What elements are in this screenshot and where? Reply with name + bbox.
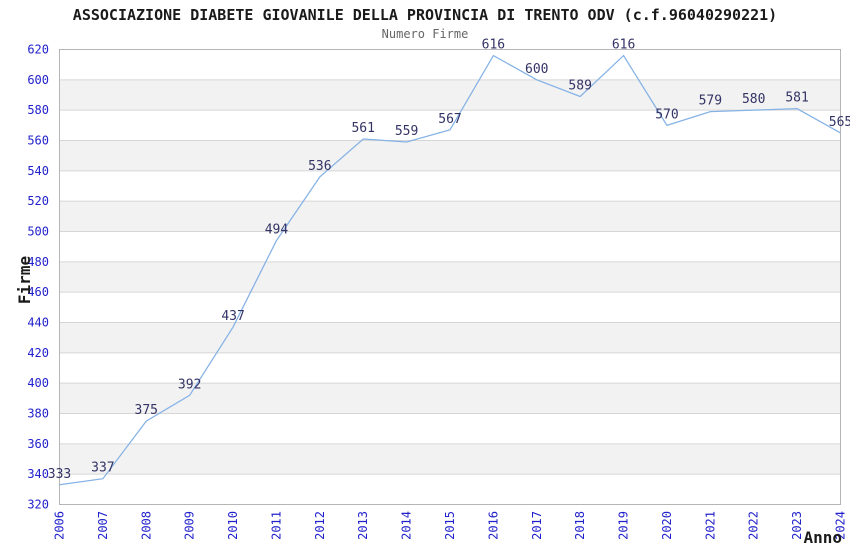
gridlines [59,79,841,475]
x-tick-label: 2023 [790,511,804,540]
data-label: 494 [265,223,289,238]
x-tick-label: 2006 [53,511,67,540]
x-tick-label: 2009 [183,511,197,540]
chart-subtitle: Numero Firme [381,27,469,41]
data-label: 375 [135,403,158,418]
x-tick-label: 2010 [226,511,240,540]
y-tick-label: 540 [27,164,49,178]
plot-bands [59,49,841,505]
chart-title: ASSOCIAZIONE DIABETE GIOVANILE DELLA PRO… [72,6,778,24]
data-label: 580 [742,92,765,107]
y-tick-label: 600 [27,73,49,87]
x-tick-label: 2017 [530,511,544,540]
x-tick-label: 2012 [313,511,327,540]
y-tick-label: 620 [27,43,49,57]
data-label: 616 [612,38,635,53]
plot-band [59,79,841,111]
series-layer [59,54,841,486]
y-tick-label: 380 [27,407,49,421]
data-labels: 333 337 375 392 437 494 536 561 559 567 616 600 589 6… [48,38,850,482]
x-tick-label: 2016 [486,511,500,540]
data-label: 392 [178,377,201,392]
plot-band [59,49,841,80]
plot-band [59,352,841,384]
y-tick-label: 480 [27,255,49,269]
data-label: 561 [351,121,374,136]
plot-band [59,292,841,323]
series-line [59,54,841,486]
x-tick-label: 2011 [269,511,283,540]
tick-labels: 320 340 360 380 400 420 440 460 480 500 520 540 560 5… [27,43,847,540]
x-tick-label: 2019 [617,511,631,540]
plot-band [59,140,841,171]
y-tick-label: 360 [27,437,49,451]
data-label: 565 [829,115,850,130]
data-label: 581 [785,91,808,106]
y-tick-label: 500 [27,225,49,239]
y-tick-label: 560 [27,134,49,148]
x-axis-title: Anno [803,528,842,547]
plot-band [59,110,841,141]
y-tick-label: 420 [27,346,49,360]
y-tick-label: 320 [27,498,49,512]
x-tick-label: 2013 [356,511,370,540]
x-tick-label: 2020 [660,511,674,540]
plot-band [59,261,841,293]
data-label: 616 [482,38,505,53]
data-label: 559 [395,124,418,139]
plot-frame [59,49,841,505]
data-label: 333 [48,467,71,482]
data-label: 600 [525,62,548,77]
x-tick-label: 2024 [834,511,848,540]
plot-band [59,413,841,444]
plot-border [59,49,841,505]
data-label: 437 [221,309,244,324]
x-tick-label: 2015 [443,511,457,540]
data-label: 579 [699,94,722,109]
x-tick-label: 2022 [747,511,761,540]
data-label: 570 [655,107,678,122]
y-tick-label: 580 [27,103,49,117]
data-label: 567 [438,112,461,127]
data-label: 337 [91,461,114,476]
plot-band [59,443,841,475]
plot-band [59,231,841,262]
x-tick-label: 2018 [573,511,587,540]
y-tick-label: 520 [27,194,49,208]
data-label: 589 [568,79,591,94]
plot-band [59,474,841,505]
plot-band [59,170,841,202]
plot-band [59,322,841,353]
y-tick-label: 460 [27,285,49,299]
x-tick-label: 2021 [703,511,717,540]
x-tick-label: 2014 [400,511,414,540]
y-tick-label: 440 [27,316,49,330]
y-tick-label: 340 [27,467,49,481]
data-label: 536 [308,159,331,174]
plot-band [59,201,841,232]
plot-band [59,383,841,414]
x-tick-label: 2007 [96,511,110,540]
y-tick-label: 400 [27,376,49,390]
x-tick-label: 2008 [139,511,153,540]
y-axis-title: Firme [15,256,34,304]
